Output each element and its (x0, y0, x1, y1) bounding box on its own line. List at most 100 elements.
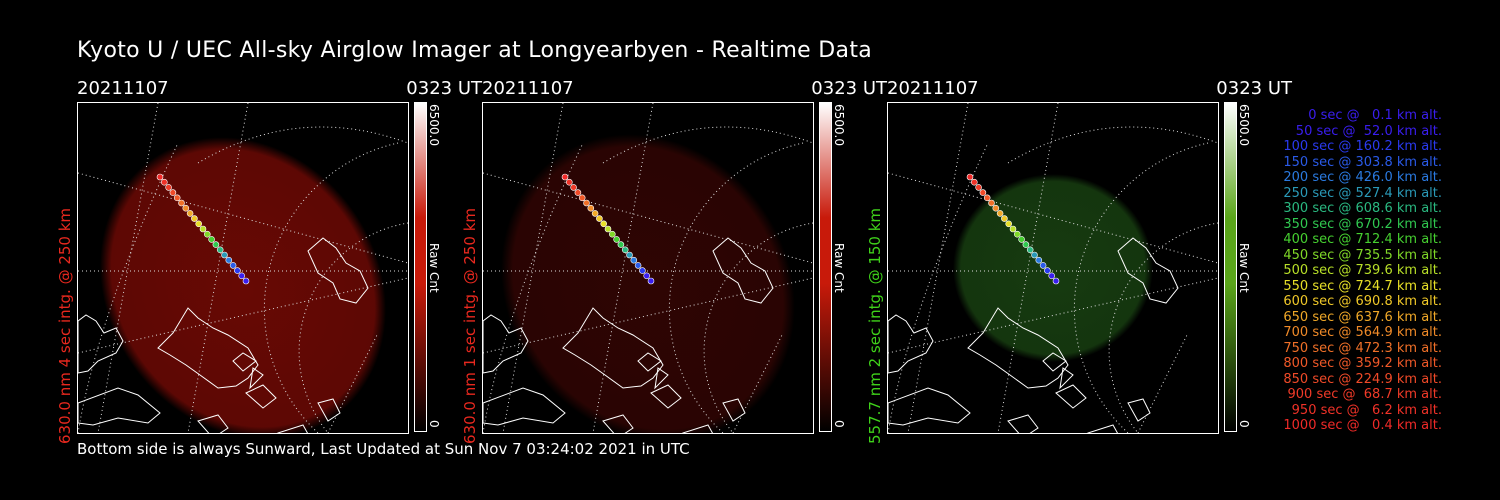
trajectory-marker (983, 194, 991, 202)
trajectory-marker (626, 251, 633, 259)
legend-entry: 150 sec @ 303.8 km alt. (1283, 154, 1442, 170)
grid-line (298, 222, 408, 433)
coastline (888, 387, 971, 426)
colorbar-min-label: 0 (1237, 420, 1251, 428)
coastline (1007, 414, 1039, 433)
legend-entry: 800 sec @ 359.2 km alt. (1283, 356, 1442, 371)
trajectory-marker (199, 225, 207, 233)
coastline (1059, 367, 1074, 390)
panel-3: 20211107 0323 UT 557.7 nm 2 sec intg. @ … (866, 78, 1292, 444)
colorbar-max-label: 6500.0 (427, 104, 441, 146)
coastline (249, 367, 264, 390)
legend-entry: 400 sec @ 712.4 km alt. (1283, 232, 1442, 247)
airglow-field (953, 174, 1153, 362)
coastline (722, 398, 746, 422)
coastline (602, 414, 634, 433)
trajectory-marker (186, 210, 194, 217)
grid-line (668, 142, 804, 433)
trajectory-marker (639, 267, 646, 274)
trajectory-marker (992, 204, 1000, 212)
grid-line (78, 277, 408, 354)
trajectory-marker (1035, 256, 1043, 264)
panel-wavelength-label: 557.7 nm 2 sec intg. @ 150 km (866, 207, 884, 444)
trajectory-marker (630, 256, 638, 264)
colorbar (819, 102, 832, 432)
legend-entry: 600 sec @ 690.8 km alt. (1283, 294, 1442, 309)
trajectory-marker (178, 199, 185, 207)
grid-line (1137, 332, 1189, 433)
colorbar-unit-label: Raw Cnt (832, 243, 846, 293)
trajectory-marker (587, 204, 595, 212)
legend-entry: 300 sec @ 608.6 km alt. (1283, 201, 1442, 216)
trajectory-marker (238, 272, 245, 280)
legend-entry: 350 sec @ 670.2 km alt. (1283, 216, 1442, 232)
coastline (888, 314, 934, 374)
trajectory-marker (643, 272, 650, 280)
trajectory-marker (634, 262, 642, 269)
panel-date: 20211107 (77, 78, 169, 99)
panel-1: 20211107 0323 UT 630.0 nm 4 sec intg. @ … (56, 78, 482, 444)
coastline (1127, 398, 1151, 422)
footer-note: Bottom side is always Sunward, Last Upda… (77, 440, 690, 458)
trajectory-marker (996, 210, 1004, 217)
legend-entry: 700 sec @ 564.9 km alt. (1283, 325, 1442, 340)
trajectory-marker (195, 220, 202, 228)
trajectory-marker (165, 184, 172, 191)
panel-wavelength-label: 630.0 nm 1 sec intg. @ 250 km (461, 207, 479, 444)
trajectory-marker (1014, 230, 1021, 238)
coastline (1117, 237, 1179, 304)
trajectory-marker (191, 215, 198, 222)
trajectory-marker (156, 173, 164, 181)
grid-line (1073, 142, 1209, 433)
colorbar-unit-label: Raw Cnt (427, 243, 441, 293)
airglow-field (501, 134, 795, 433)
legend-entry: 850 sec @ 224.9 km alt. (1283, 371, 1442, 387)
map-canvas (483, 103, 813, 433)
trajectory-marker (971, 178, 978, 186)
coastline (483, 387, 566, 426)
trajectory-marker (979, 189, 987, 196)
trajectory-marker (583, 199, 590, 207)
trajectory-marker (574, 189, 582, 196)
trajectory-marker (561, 173, 569, 181)
panel-time: 0323 UT (406, 78, 482, 99)
allsky-map (887, 102, 1219, 434)
legend-entry: 250 sec @ 527.4 km alt. (1283, 185, 1442, 201)
panel-date: 20211107 (887, 78, 979, 99)
coastline (245, 384, 277, 409)
airglow-field (100, 137, 386, 433)
coastline (967, 307, 1069, 389)
coastline (1042, 352, 1067, 372)
trajectory-marker (1044, 267, 1051, 274)
grid-line (703, 222, 813, 433)
trajectory-marker (169, 189, 177, 196)
panel-2: 20211107 0323 UT 630.0 nm 1 sec intg. @ … (461, 78, 887, 444)
trajectory-marker (591, 210, 599, 217)
legend-entry: 750 sec @ 472.3 km alt. (1283, 340, 1442, 356)
trajectory-marker (988, 199, 995, 207)
colorbar (414, 102, 427, 432)
colorbar-min-label: 0 (832, 420, 846, 428)
legend-entry: 900 sec @ 68.7 km alt. (1287, 387, 1442, 402)
trajectory-marker (173, 194, 181, 202)
legend-entry: 1000 sec @ 0.4 km alt. (1283, 418, 1442, 433)
trajectory-marker (975, 184, 982, 191)
legend-entry: 50 sec @ 52.0 km alt. (1295, 123, 1442, 139)
trajectory-marker (1005, 220, 1012, 228)
panel-date: 20211107 (482, 78, 574, 99)
trajectory-marker (221, 251, 228, 259)
trajectory-marker (1018, 236, 1025, 243)
legend-entry: 950 sec @ 6.2 km alt. (1291, 402, 1442, 418)
trajectory-marker (1001, 215, 1008, 222)
panel-wavelength-label: 630.0 nm 4 sec intg. @ 250 km (56, 207, 74, 444)
trajectory-marker (613, 236, 620, 243)
legend-entry: 550 sec @ 724.7 km alt. (1283, 278, 1442, 294)
coastline (654, 367, 669, 390)
colorbar-max-label: 6500.0 (832, 104, 846, 146)
trajectory-marker (208, 236, 215, 243)
coastline (682, 424, 714, 433)
grid-line (197, 126, 408, 164)
legend-entry: 650 sec @ 637.6 km alt. (1283, 309, 1442, 325)
coastline (78, 387, 161, 426)
colorbar-unit-label: Raw Cnt (1237, 243, 1251, 293)
